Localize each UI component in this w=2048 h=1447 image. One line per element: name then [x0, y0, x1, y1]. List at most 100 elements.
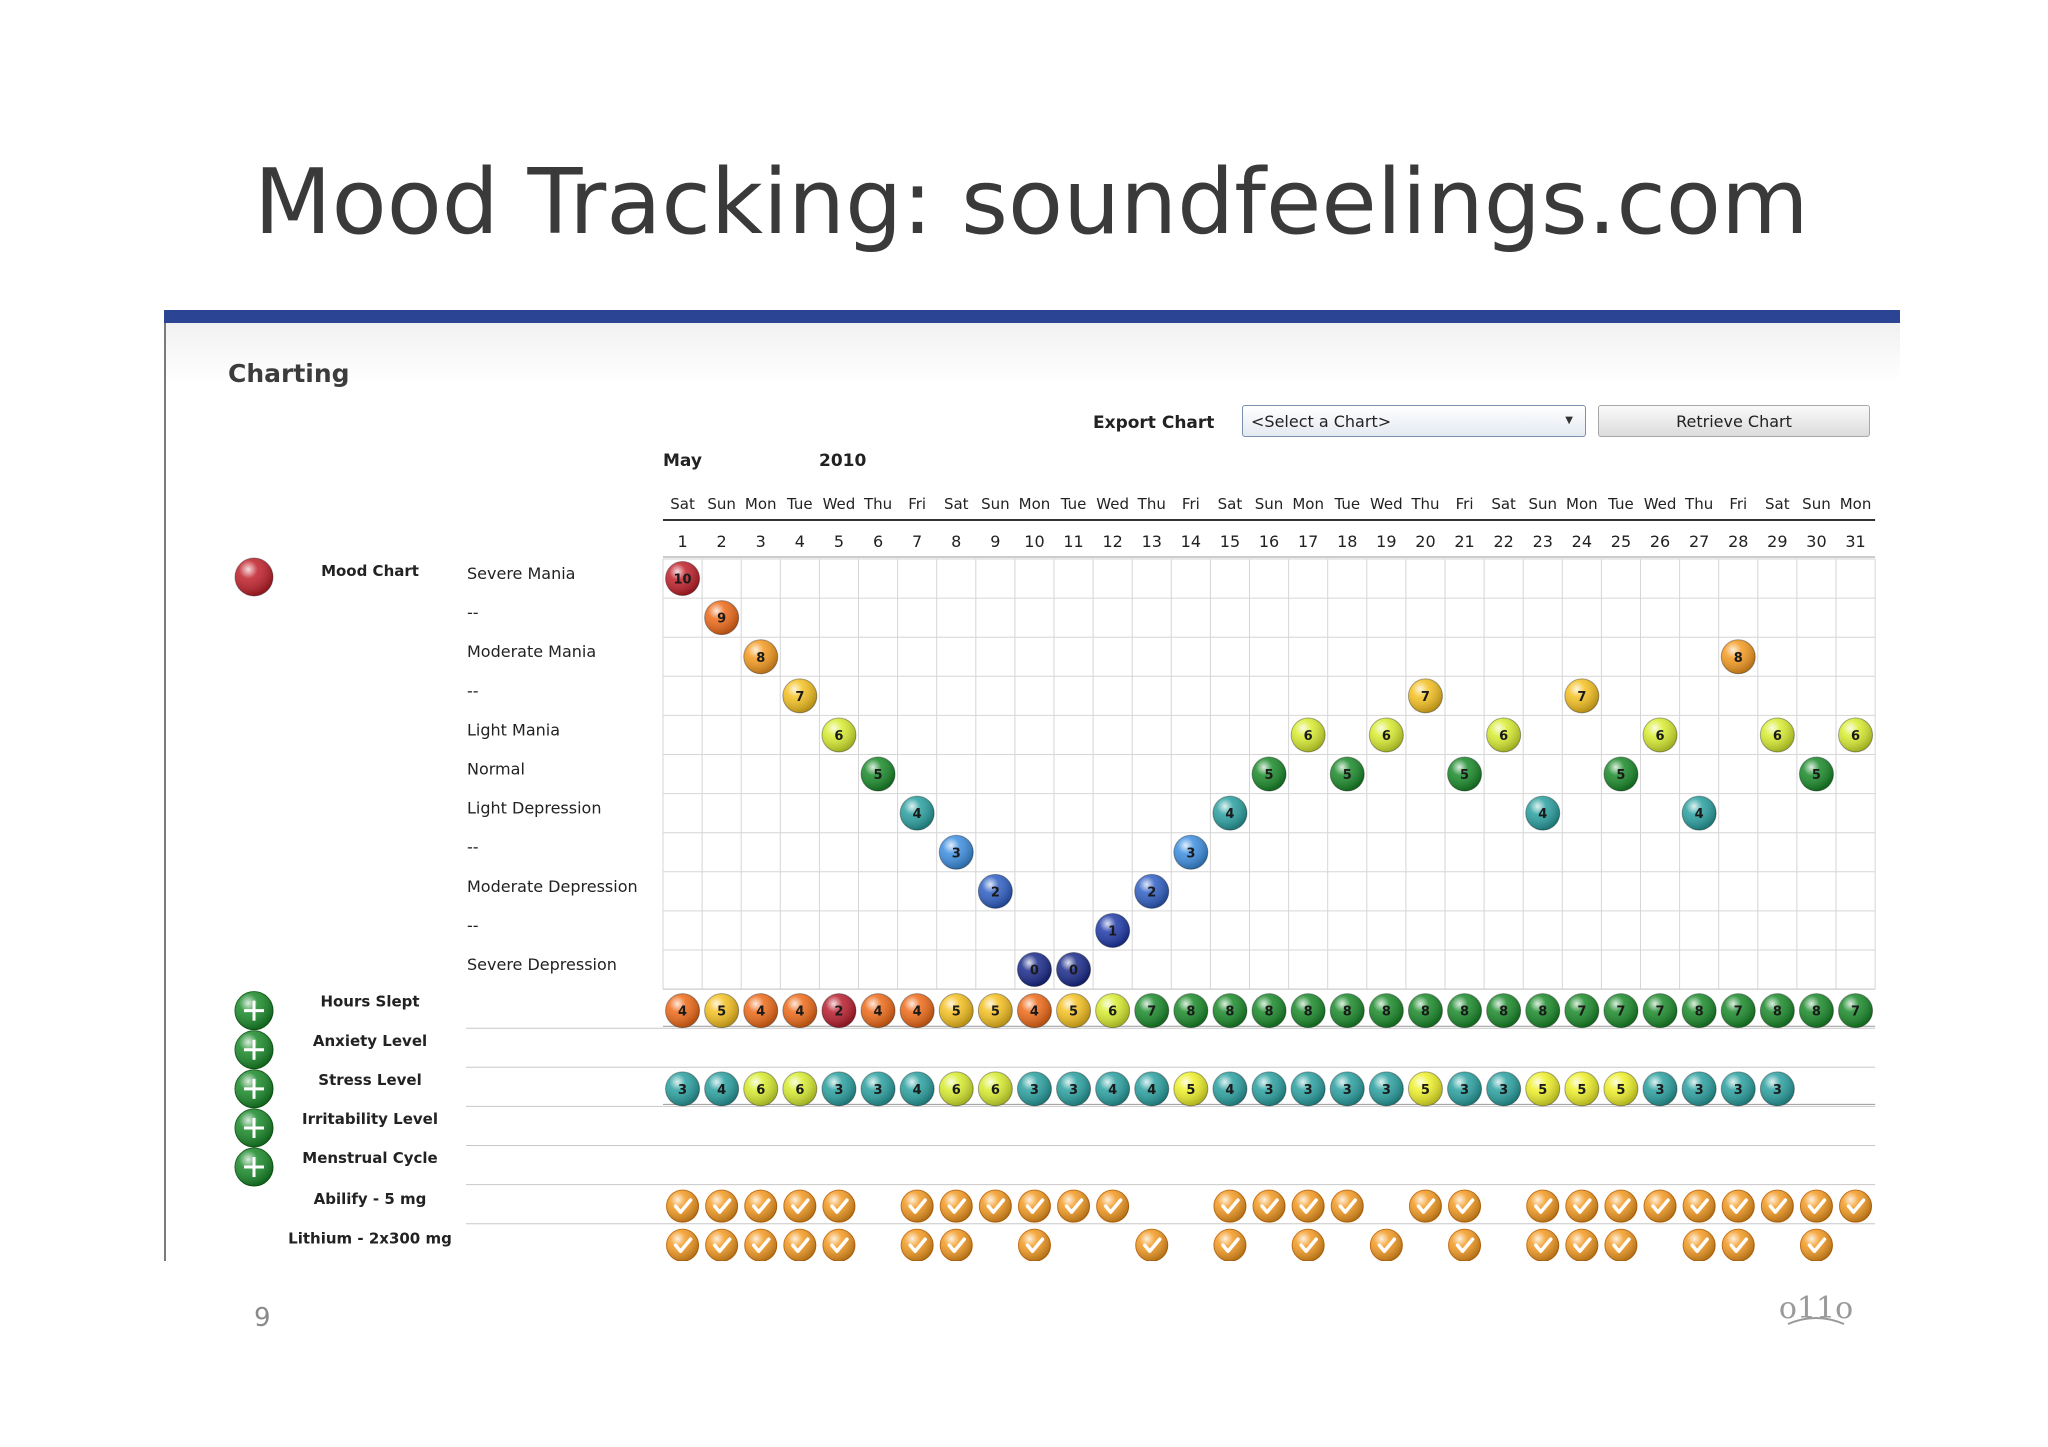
mood-point[interactable]: 6	[1759, 717, 1795, 753]
stress-level-point[interactable]: 3	[1642, 1071, 1678, 1107]
stress-level-point[interactable]: 3	[1681, 1071, 1717, 1107]
mood-point[interactable]: 4	[1681, 795, 1717, 831]
medication-taken-check-icon[interactable]	[1330, 1189, 1364, 1223]
mood-point[interactable]: 7	[1407, 678, 1443, 714]
hours-slept-point[interactable]: 8	[1759, 993, 1795, 1029]
stress-level-point[interactable]: 5	[1173, 1071, 1209, 1107]
mood-point[interactable]: 8	[1720, 639, 1756, 675]
tracker-expand-plus-icon[interactable]	[234, 1147, 274, 1187]
mood-point[interactable]: 6	[1838, 717, 1874, 753]
chart-select-dropdown[interactable]: <Select a Chart> ▼	[1242, 405, 1586, 437]
stress-level-point[interactable]: 3	[1720, 1071, 1756, 1107]
stress-level-point[interactable]: 4	[1212, 1071, 1248, 1107]
medication-taken-check-icon[interactable]	[666, 1189, 700, 1223]
medication-taken-check-icon[interactable]	[1682, 1189, 1716, 1223]
retrieve-chart-button[interactable]: Retrieve Chart	[1598, 405, 1870, 437]
tracker-expand-plus-icon[interactable]	[234, 1069, 274, 1109]
medication-taken-check-icon[interactable]	[1096, 1189, 1130, 1223]
medication-taken-check-icon[interactable]	[705, 1189, 739, 1223]
hours-slept-point[interactable]: 4	[665, 993, 701, 1029]
stress-level-point[interactable]: 5	[1603, 1071, 1639, 1107]
medication-taken-check-icon[interactable]	[1526, 1228, 1560, 1261]
mood-chart-icon[interactable]	[234, 557, 274, 597]
mood-point[interactable]: 10	[665, 561, 701, 597]
stress-level-point[interactable]: 3	[1290, 1071, 1326, 1107]
hours-slept-point[interactable]: 8	[1251, 993, 1287, 1029]
hours-slept-point[interactable]: 8	[1486, 993, 1522, 1029]
medication-taken-check-icon[interactable]	[822, 1228, 856, 1261]
stress-level-point[interactable]: 6	[938, 1071, 974, 1107]
stress-level-point[interactable]: 3	[860, 1071, 896, 1107]
hours-slept-point[interactable]: 4	[743, 993, 779, 1029]
stress-level-point[interactable]: 4	[1134, 1071, 1170, 1107]
medication-taken-check-icon[interactable]	[939, 1228, 973, 1261]
tracker-expand-plus-icon[interactable]	[234, 991, 274, 1031]
medication-taken-check-icon[interactable]	[1760, 1189, 1794, 1223]
hours-slept-point[interactable]: 7	[1564, 993, 1600, 1029]
tracker-expand-plus-icon[interactable]	[234, 1030, 274, 1070]
medication-taken-check-icon[interactable]	[1565, 1228, 1599, 1261]
stress-level-point[interactable]: 4	[704, 1071, 740, 1107]
stress-level-point[interactable]: 4	[1095, 1071, 1131, 1107]
stress-level-point[interactable]: 3	[1486, 1071, 1522, 1107]
medication-taken-check-icon[interactable]	[1565, 1189, 1599, 1223]
medication-taken-check-icon[interactable]	[1448, 1189, 1482, 1223]
medication-taken-check-icon[interactable]	[783, 1189, 817, 1223]
mood-point[interactable]: 5	[1603, 756, 1639, 792]
hours-slept-point[interactable]: 4	[1016, 993, 1052, 1029]
medication-taken-check-icon[interactable]	[900, 1189, 934, 1223]
hours-slept-point[interactable]: 5	[704, 993, 740, 1029]
mood-point[interactable]: 6	[821, 717, 857, 753]
mood-point[interactable]: 4	[899, 795, 935, 831]
medication-taken-check-icon[interactable]	[1604, 1189, 1638, 1223]
mood-point[interactable]: 7	[1564, 678, 1600, 714]
hours-slept-point[interactable]: 8	[1447, 993, 1483, 1029]
hours-slept-point[interactable]: 8	[1525, 993, 1561, 1029]
medication-taken-check-icon[interactable]	[1369, 1228, 1403, 1261]
stress-level-point[interactable]: 5	[1564, 1071, 1600, 1107]
stress-level-point[interactable]: 3	[1368, 1071, 1404, 1107]
stress-level-point[interactable]: 3	[1016, 1071, 1052, 1107]
stress-level-point[interactable]: 3	[1329, 1071, 1365, 1107]
mood-point[interactable]: 5	[860, 756, 896, 792]
medication-taken-check-icon[interactable]	[1291, 1189, 1325, 1223]
hours-slept-point[interactable]: 2	[821, 993, 857, 1029]
medication-taken-check-icon[interactable]	[1213, 1189, 1247, 1223]
mood-point[interactable]: 8	[743, 639, 779, 675]
mood-point[interactable]: 5	[1329, 756, 1365, 792]
stress-level-point[interactable]: 6	[743, 1071, 779, 1107]
hours-slept-point[interactable]: 6	[1095, 993, 1131, 1029]
hours-slept-point[interactable]: 8	[1407, 993, 1443, 1029]
hours-slept-point[interactable]: 7	[1603, 993, 1639, 1029]
medication-taken-check-icon[interactable]	[1682, 1228, 1716, 1261]
stress-level-point[interactable]: 5	[1525, 1071, 1561, 1107]
hours-slept-point[interactable]: 4	[782, 993, 818, 1029]
hours-slept-point[interactable]: 8	[1290, 993, 1326, 1029]
medication-taken-check-icon[interactable]	[1721, 1228, 1755, 1261]
medication-taken-check-icon[interactable]	[900, 1228, 934, 1261]
stress-level-point[interactable]: 3	[665, 1071, 701, 1107]
medication-taken-check-icon[interactable]	[1213, 1228, 1247, 1261]
mood-point[interactable]: 1	[1095, 912, 1131, 948]
medication-taken-check-icon[interactable]	[1604, 1228, 1638, 1261]
medication-taken-check-icon[interactable]	[705, 1228, 739, 1261]
medication-taken-check-icon[interactable]	[822, 1189, 856, 1223]
mood-point[interactable]: 3	[1173, 834, 1209, 870]
stress-level-point[interactable]: 3	[1759, 1071, 1795, 1107]
medication-taken-check-icon[interactable]	[1799, 1189, 1833, 1223]
stress-level-point[interactable]: 4	[899, 1071, 935, 1107]
mood-point[interactable]: 2	[977, 873, 1013, 909]
medication-taken-check-icon[interactable]	[1135, 1228, 1169, 1261]
mood-point[interactable]: 4	[1212, 795, 1248, 831]
hours-slept-point[interactable]: 7	[1720, 993, 1756, 1029]
medication-taken-check-icon[interactable]	[1408, 1189, 1442, 1223]
hours-slept-point[interactable]: 8	[1681, 993, 1717, 1029]
medication-taken-check-icon[interactable]	[978, 1189, 1012, 1223]
stress-level-point[interactable]: 3	[1251, 1071, 1287, 1107]
hours-slept-point[interactable]: 8	[1329, 993, 1365, 1029]
medication-taken-check-icon[interactable]	[1057, 1189, 1091, 1223]
mood-point[interactable]: 3	[938, 834, 974, 870]
mood-point[interactable]: 0	[1016, 952, 1052, 988]
mood-point[interactable]: 4	[1525, 795, 1561, 831]
mood-point[interactable]: 5	[1798, 756, 1834, 792]
